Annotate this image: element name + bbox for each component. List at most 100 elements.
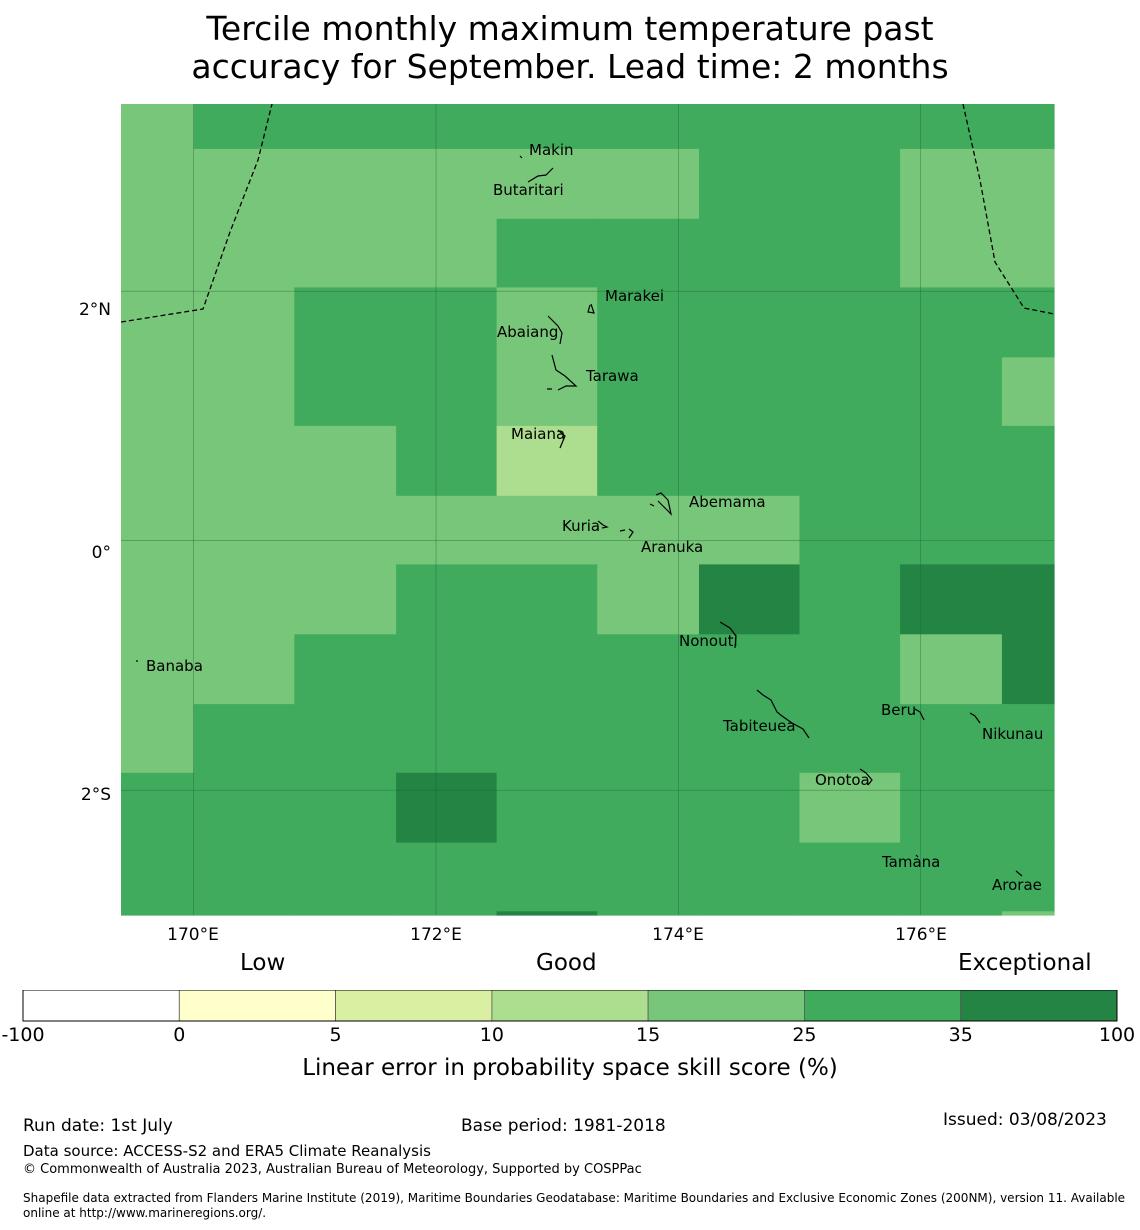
grid-cell	[1001, 564, 1055, 635]
island-label-kuria: Kuria	[562, 517, 600, 535]
grid-cell	[496, 772, 598, 844]
grid-cell	[799, 218, 901, 288]
colorbar-bin	[22, 990, 180, 1022]
grid-cell	[799, 704, 901, 774]
grid-cell	[900, 911, 1003, 916]
island-labels: Makin Butaritari Marakei Abaiang Tarawa …	[146, 141, 1043, 894]
outline-onotoa	[859, 768, 873, 786]
colorbar-bin	[804, 990, 962, 1022]
outline-nikunau	[969, 712, 981, 724]
grid-cell	[496, 425, 598, 497]
lat-tick-label-2n: 2°N	[79, 300, 111, 320]
grid-cell	[294, 287, 397, 358]
grid-cell	[396, 357, 498, 427]
grid-cell	[900, 842, 1003, 912]
island-label-banaba: Banaba	[146, 657, 203, 675]
grid-cell	[121, 425, 195, 497]
grid-cell	[496, 218, 598, 288]
grid-cell	[121, 287, 195, 358]
skill-map: Makin Butaritari Marakei Abaiang Tarawa …	[79, 103, 1055, 945]
grid-cell	[294, 104, 397, 150]
colorbar-bin	[491, 990, 649, 1022]
colorbar-tick-label: 25	[792, 1024, 817, 1046]
grid-cell	[1001, 425, 1055, 497]
grid-cell	[294, 772, 397, 844]
island-outlines	[136, 155, 1023, 877]
grid-cell	[294, 911, 397, 916]
grid-cell	[1001, 634, 1055, 705]
grid-cell	[121, 564, 195, 635]
graticule	[121, 104, 1054, 915]
grid-cell	[121, 704, 195, 774]
grid-cell	[294, 357, 397, 427]
grid-cell	[193, 704, 295, 774]
grid-cell	[396, 148, 498, 220]
grid-cell	[121, 772, 195, 844]
island-label-onotoa: Onotoa	[815, 771, 870, 789]
grid-cell	[1001, 287, 1055, 358]
grid-cell	[900, 287, 1003, 358]
grid-cell	[496, 104, 598, 150]
colorbar-label-exceptional: Exceptional	[958, 950, 1092, 976]
outline-makin	[519, 155, 523, 159]
outline-tarawa	[551, 354, 578, 391]
grid-cell	[294, 564, 397, 635]
grid-cell	[496, 564, 598, 635]
grid-cell	[294, 148, 397, 220]
grid-cell	[699, 704, 801, 774]
grid-cell	[1001, 704, 1055, 774]
grid-cell	[597, 911, 700, 916]
grid-cell	[121, 357, 195, 427]
grid-cell	[294, 842, 397, 912]
colorbar-tick-label: -100	[1, 1024, 45, 1046]
grid-cell	[597, 148, 700, 220]
grid-cell	[597, 357, 700, 427]
colorbar-tick-label: 10	[479, 1024, 504, 1046]
outline-nonouti	[719, 621, 737, 649]
grid-cell	[799, 287, 901, 358]
grid-cell	[396, 772, 498, 844]
grid-cell	[597, 564, 700, 635]
run-date: Run date: 1st July	[23, 1116, 173, 1136]
grid-cell	[699, 104, 801, 150]
colorbar-bin	[647, 990, 805, 1022]
eez-boundary	[120, 103, 1055, 323]
grid-cell	[900, 425, 1003, 497]
colorbar-frame	[22, 990, 1118, 1022]
colorbar-tick-label: 15	[636, 1024, 661, 1046]
island-label-abemama: Abemama	[689, 493, 766, 511]
grid-cell	[597, 425, 700, 497]
lon-tick-label-176e: 176°E	[895, 925, 947, 945]
grid-cell	[294, 634, 397, 705]
island-label-nonouti: Nonouti	[679, 632, 738, 650]
grid-cell	[396, 564, 498, 635]
island-label-butaritari: Butaritari	[493, 181, 564, 199]
grid-cell	[1001, 911, 1055, 916]
grid-cell	[294, 425, 397, 497]
grid-cell	[193, 287, 295, 358]
shapefile-credit: Shapefile data extracted from Flanders M…	[23, 1191, 1126, 1220]
grid-cell	[193, 495, 295, 565]
island-label-aranuka: Aranuka	[641, 538, 703, 556]
grid-cell	[294, 704, 397, 774]
grid-cell	[699, 772, 801, 844]
issued-date: Issued: 03/08/2023	[943, 1110, 1107, 1130]
grid-cell	[396, 104, 498, 150]
grid-cell	[193, 564, 295, 635]
grid-cell	[597, 218, 700, 288]
grid-cell	[193, 357, 295, 427]
grid-cell	[597, 634, 700, 705]
grid-cell	[496, 148, 598, 220]
base-period: Base period: 1981-2018	[461, 1116, 666, 1136]
island-label-nikunau: Nikunau	[982, 725, 1043, 743]
outline-maiana	[557, 429, 566, 449]
grid-cell	[294, 495, 397, 565]
copyright: © Commonwealth of Australia 2023, Austra…	[23, 1162, 642, 1177]
grid-cell	[900, 704, 1003, 774]
grid-cell	[597, 495, 700, 565]
grid-cell	[396, 911, 498, 916]
colorbar-title: Linear error in probability space skill …	[302, 1055, 838, 1081]
grid-cell	[597, 772, 700, 844]
grid-cell	[396, 842, 498, 912]
grid-cell	[396, 704, 498, 774]
